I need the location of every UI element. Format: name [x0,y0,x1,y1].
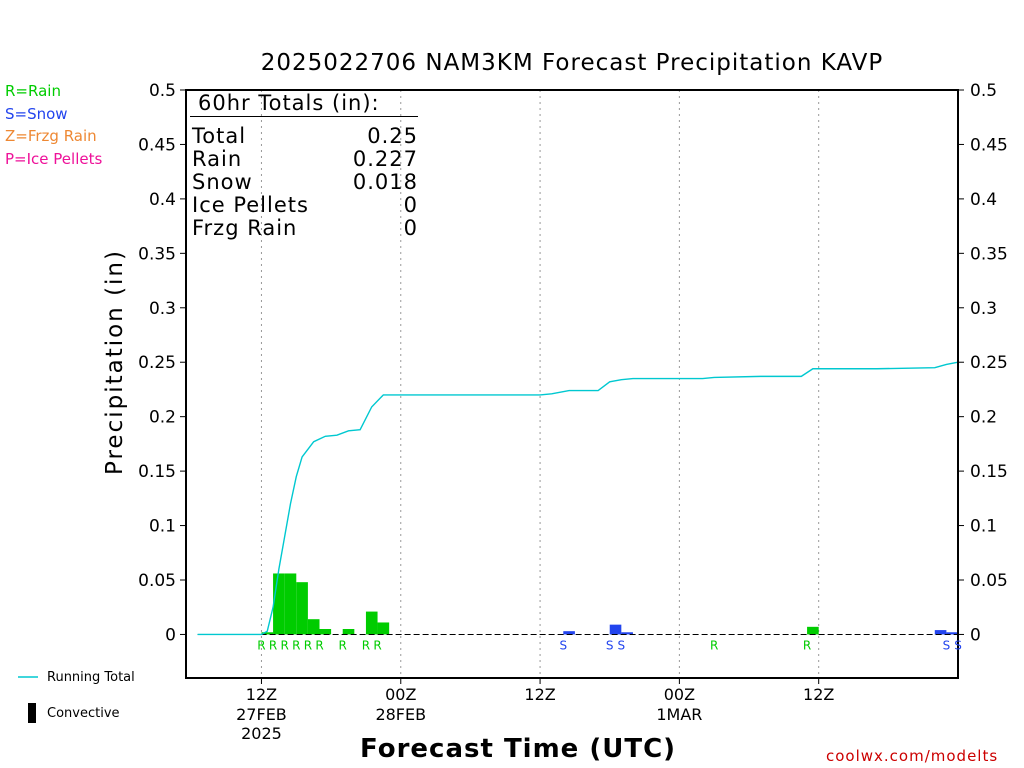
precip-bar [261,632,274,635]
type-mark: S [943,638,951,652]
type-mark: R [304,638,312,652]
totals-value: 0 [403,216,418,240]
y-tick-label: 0 [970,625,981,645]
legend-snow: S=Snow [5,104,68,123]
precip-bar [273,573,285,635]
plot-frame [185,89,959,679]
y-tick-label: 0.15 [970,462,1008,482]
y-tick-label: 0.3 [149,299,176,319]
precip-bar [946,632,958,635]
type-mark: R [292,638,300,652]
totals-divider [190,116,418,117]
y-tick-label: 0.1 [970,517,997,537]
legend-rain: R=Rain [5,82,61,100]
totals-value: 0.018 [352,170,418,194]
type-mark: S [606,638,614,652]
precip-bar [307,619,320,635]
precip-bar [319,629,332,635]
x-tick-label: 12Z [524,685,555,704]
chart-title: 2025022706 NAM3KM Forecast Precipitation… [260,50,884,76]
y-tick-label: 0.45 [138,135,176,155]
totals-value: 0.227 [352,147,418,171]
y-tick-label: 0.4 [149,190,176,210]
y-tick-label: 0.15 [138,462,176,482]
precip-bar [621,632,633,635]
precip-bar [807,626,819,635]
convective-swatch [28,703,36,723]
running-total-series [197,361,959,636]
type-mark: R [315,638,323,652]
totals-label: Total [192,124,247,148]
type-mark: S [618,638,626,652]
credit-link[interactable]: coolwx.com/modelts [826,747,999,765]
y-tick-label: 0.3 [970,299,997,319]
type-mark: R [269,638,277,652]
x-tick-sublabel: 27FEB [236,705,287,724]
plot-border [185,89,959,679]
type-mark: R [339,638,347,652]
x-tick-sublabel: 2025 [241,724,282,743]
precip-bar [377,622,390,635]
type-mark: S [559,638,567,652]
legend-frzg-rain: Z=Frzg Rain [5,127,97,145]
vertical-grid [260,90,820,678]
x-tick-sublabel: 28FEB [375,705,426,724]
type-mark: R [257,638,265,652]
y-tick-label: 0.5 [149,81,176,101]
y-tick-label: 0.05 [970,571,1008,591]
legend-running-total: Running Total [47,670,135,685]
y-axis-right: 0 0.05 0.1 0.15 0.2 0.25 0.3 0.35 0.4 0.45 0.5 [958,81,1008,645]
y-tick-label: 0.25 [138,353,176,373]
x-tick-label: 00Z [664,685,695,704]
x-tick-sublabel: 1MAR [656,705,702,724]
y-axis-left: 0 0.05 0.1 0.15 0.2 0.25 0.3 0.35 0.4 0.45 0.5 [138,81,186,645]
precip-bar [563,631,575,635]
precip-bar [365,611,378,635]
type-mark: R [373,638,381,652]
precip-bar [296,582,308,635]
legend-ice-pellets: P=Ice Pellets [5,149,103,168]
type-mark: R [362,638,370,652]
precip-bars [261,573,958,635]
legend-convective: Convective [47,706,120,721]
running-total-line [197,361,959,636]
y-tick-label: 0.25 [970,353,1008,373]
totals-label: Snow [192,170,253,194]
precip-bar [934,630,947,635]
precip-type-legend: R=Rain S=Snow Z=Frzg Rain P=Ice Pellets [5,80,102,170]
totals-label: Ice Pellets [192,193,309,217]
type-mark: R [803,638,811,652]
x-axis-label: Forecast Time (UTC) [360,734,677,764]
y-tick-label: 0.35 [970,244,1008,264]
bottom-legend-symbols [18,676,38,723]
precip-bar [342,629,355,635]
type-mark: S [954,638,962,652]
totals-label: Frzg Rain [192,216,298,240]
y-tick-label: 0 [165,625,176,645]
totals-value: 0.25 [367,124,418,148]
precip-bar [609,624,622,635]
y-tick-label: 0.35 [138,244,176,264]
x-tick-label: 12Z [246,685,277,704]
precip-bar [284,573,297,635]
y-tick-label: 0.2 [970,408,997,428]
x-tick-label: 12Z [803,685,834,704]
totals-title: 60hr Totals (in): [198,91,380,115]
y-tick-label: 0.1 [149,517,176,537]
y-tick-label: 0.45 [970,135,1008,155]
y-tick-label: 0.05 [138,571,176,591]
type-mark: R [281,638,289,652]
type-mark: R [710,638,718,652]
x-tick-label: 00Z [385,685,416,704]
totals-label: Rain [192,147,243,171]
totals-value: 0 [403,193,418,217]
y-tick-label: 0.2 [149,408,176,428]
y-tick-label: 0.5 [970,81,997,101]
y-tick-label: 0.4 [970,190,997,210]
y-axis-label: Precipitation (in) [102,249,128,475]
